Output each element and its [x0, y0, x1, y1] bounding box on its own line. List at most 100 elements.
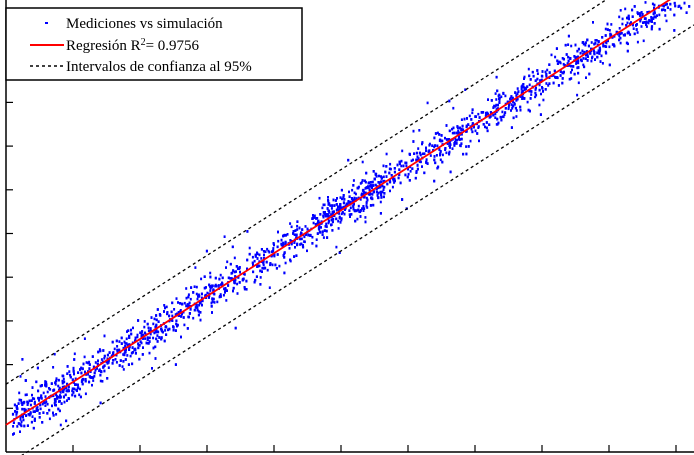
- scatter-point: [30, 399, 33, 402]
- scatter-point: [179, 302, 182, 305]
- scatter-point: [602, 44, 605, 48]
- scatter-point: [377, 186, 380, 189]
- scatter-point: [256, 257, 259, 260]
- scatter-point: [142, 346, 144, 349]
- scatter-point: [313, 216, 316, 219]
- scatter-point: [44, 395, 47, 398]
- scatter-point: [332, 217, 335, 221]
- scatter-point: [561, 81, 564, 85]
- scatter-point: [650, 16, 653, 19]
- scatter-point: [530, 90, 533, 93]
- scatter-point: [501, 110, 504, 114]
- scatter-point: [229, 277, 232, 280]
- scatter-point: [55, 379, 58, 383]
- scatter-point: [283, 251, 286, 254]
- scatter-point: [619, 32, 622, 35]
- scatter-point: [276, 245, 279, 249]
- scatter-point: [388, 179, 391, 182]
- scatter-point: [653, 11, 656, 15]
- scatter-point: [662, 8, 665, 11]
- scatter-point: [499, 115, 502, 119]
- scatter-point: [172, 328, 175, 332]
- scatter-point: [567, 34, 570, 38]
- scatter-point: [627, 14, 630, 18]
- scatter-point: [369, 204, 372, 207]
- scatter-point: [340, 212, 343, 216]
- scatter-point: [94, 361, 97, 364]
- scatter-point: [567, 55, 570, 59]
- scatter-point: [269, 262, 272, 265]
- legend-label-regression: Regresión R2= 0.9756: [66, 37, 200, 55]
- scatter-point: [642, 39, 645, 43]
- scatter-point: [353, 202, 355, 206]
- scatter-point: [211, 311, 213, 314]
- scatter-point: [466, 117, 468, 120]
- scatter-point: [347, 200, 350, 204]
- scatter-point: [155, 337, 158, 341]
- scatter-point: [74, 394, 77, 398]
- scatter-point: [362, 195, 365, 199]
- scatter-point: [388, 167, 391, 171]
- scatter-point: [99, 349, 102, 353]
- scatter-point: [581, 49, 584, 53]
- scatter-point: [365, 201, 368, 205]
- scatter-point: [397, 176, 400, 180]
- scatter-point: [355, 197, 358, 200]
- scatter-point: [421, 141, 424, 144]
- scatter-point: [454, 139, 457, 142]
- scatter-point: [179, 309, 182, 312]
- scatter-point: [149, 327, 152, 330]
- scatter-point: [163, 310, 165, 313]
- scatter-point: [405, 164, 408, 168]
- scatter-point: [527, 108, 530, 112]
- scatter-point: [324, 225, 327, 228]
- scatter-point: [303, 240, 306, 244]
- scatter-point: [209, 285, 212, 288]
- scatter-point: [325, 222, 328, 226]
- scatter-point: [37, 389, 40, 393]
- scatter-point: [585, 50, 588, 53]
- scatter-point: [584, 41, 587, 44]
- scatter-point: [273, 253, 276, 257]
- regression-line: [5, 0, 671, 426]
- scatter-point: [160, 329, 163, 332]
- scatter-point: [636, 40, 639, 44]
- scatter-point: [379, 212, 382, 215]
- scatter-point: [45, 384, 48, 388]
- scatter-point: [246, 230, 249, 233]
- scatter-point: [130, 351, 133, 355]
- scatter-point: [322, 236, 325, 239]
- scatter-point: [357, 204, 360, 208]
- scatter-point: [45, 383, 48, 386]
- scatter-point: [80, 366, 83, 370]
- scatter-point: [300, 242, 303, 246]
- scatter-point: [484, 114, 487, 118]
- scatter-point: [116, 348, 119, 352]
- scatter-point: [131, 362, 134, 366]
- scatter-point: [155, 323, 158, 327]
- scatter-point: [444, 148, 447, 151]
- scatter-point: [55, 393, 58, 396]
- scatter-point: [83, 337, 86, 340]
- scatter-point: [296, 224, 299, 228]
- scatter-point: [352, 179, 355, 182]
- scatter-point: [532, 74, 535, 78]
- scatter-point: [253, 280, 256, 284]
- scatter-point: [476, 132, 479, 135]
- scatter-point: [380, 176, 383, 179]
- scatter-point: [211, 297, 214, 300]
- scatter-point: [112, 351, 115, 354]
- scatter-point: [246, 258, 249, 262]
- scatter-point: [447, 138, 450, 141]
- scatter-point: [155, 325, 158, 328]
- scatter-point: [301, 244, 304, 247]
- scatter-point: [56, 397, 59, 400]
- scatter-point: [53, 398, 56, 401]
- scatter-point: [448, 99, 451, 103]
- scatter-point: [234, 275, 237, 278]
- scatter-point: [23, 409, 26, 412]
- scatter-point: [235, 270, 237, 273]
- scatter-point: [332, 198, 335, 202]
- scatter-point: [38, 416, 41, 419]
- scatter-point: [27, 401, 30, 405]
